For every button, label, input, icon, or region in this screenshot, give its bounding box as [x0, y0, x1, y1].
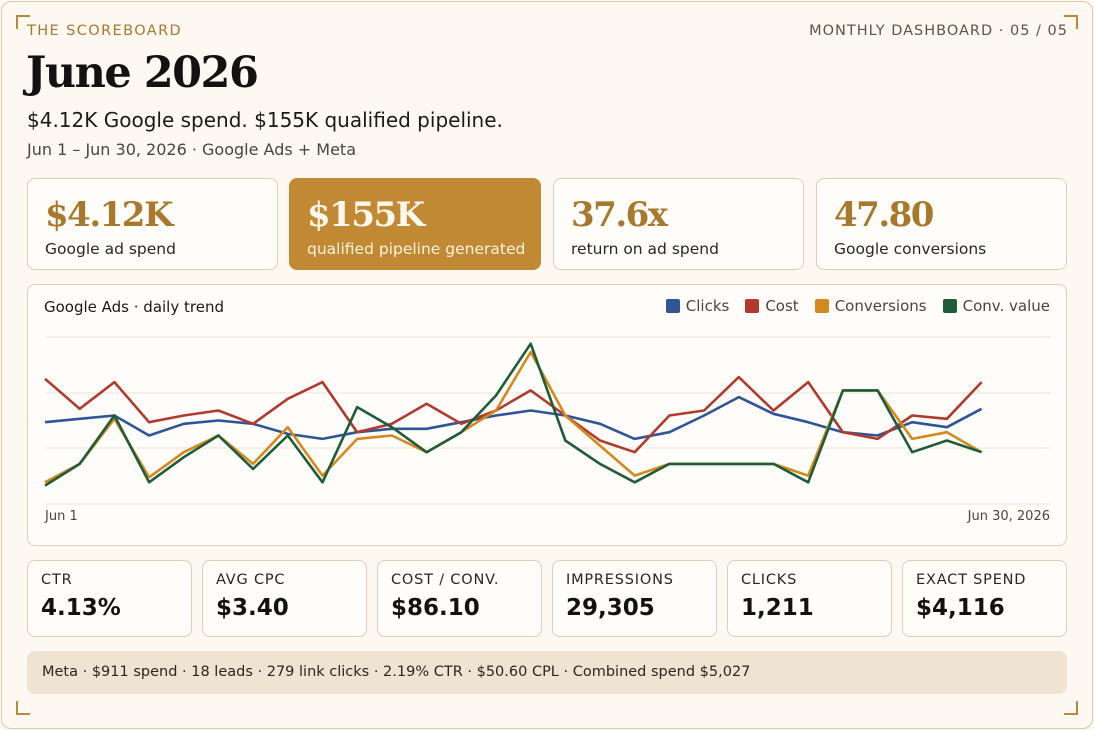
series-line-conv-value [44, 342, 983, 487]
kpi-label: Google conversions [834, 240, 987, 258]
chart-plot-area [44, 336, 1051, 505]
stat-card-impressions: IMPRESSIONS 29,305 [552, 560, 717, 637]
kpi-value: $4.12K [45, 195, 174, 235]
meta-summary-text: Meta · $911 spend · 18 leads · 279 link … [42, 664, 751, 680]
legend-label: Conv. value [962, 297, 1050, 315]
dashboard-page-label: MONTHLY DASHBOARD · 05 / 05 [809, 23, 1068, 39]
legend-label: Conversions [834, 297, 927, 315]
stat-value: 4.13% [41, 595, 121, 621]
stat-label: COST / CONV. [391, 572, 500, 588]
stat-label: EXACT SPEND [916, 572, 1027, 588]
kpi-value: $155K [307, 195, 425, 235]
kpi-label: Google ad spend [45, 240, 176, 258]
stat-value: $86.10 [391, 595, 480, 621]
page-title: June 2026 [26, 48, 259, 98]
chart-title: Google Ads · daily trend [44, 298, 224, 316]
date-range: Jun 1 – Jun 30, 2026 · Google Ads + Meta [27, 140, 356, 159]
kpi-card-roas: 37.6x return on ad spend [553, 178, 804, 270]
page-subtitle: $4.12K Google spend. $155K qualified pip… [27, 108, 503, 132]
x-axis-start-label: Jun 1 [45, 509, 78, 524]
stat-value: 29,305 [566, 595, 655, 621]
corner-bracket-top-right [1064, 15, 1078, 29]
stat-card-clicks: CLICKS 1,211 [727, 560, 892, 637]
stat-card-exact-spend: EXACT SPEND $4,116 [902, 560, 1067, 637]
legend-swatch [665, 299, 680, 313]
stat-label: CLICKS [741, 572, 798, 588]
eyebrow-label: THE SCOREBOARD [27, 23, 183, 39]
legend-label: Clicks [685, 297, 730, 315]
x-axis-end-label: Jun 30, 2026 [967, 509, 1050, 524]
meta-summary-bar: Meta · $911 spend · 18 leads · 279 link … [27, 651, 1067, 694]
stat-value: $3.40 [216, 595, 289, 621]
kpi-card-google-spend: $4.12K Google ad spend [27, 178, 278, 270]
kpi-label: return on ad spend [571, 240, 719, 258]
chart-legend: Clicks Cost Conversions Conv. value [665, 297, 1050, 315]
stat-card-avg-cpc: AVG CPC $3.40 [202, 560, 367, 637]
stat-label: CTR [41, 572, 73, 588]
stat-value: $4,116 [916, 595, 1005, 621]
legend-item-conv-value: Conv. value [942, 297, 1050, 315]
legend-item-cost: Cost [745, 297, 799, 315]
stat-label: AVG CPC [216, 572, 286, 588]
stat-value: 1,211 [741, 595, 814, 621]
stat-card-cost-per-conversion: COST / CONV. $86.10 [377, 560, 542, 637]
corner-bracket-top-left [16, 15, 30, 29]
legend-swatch [942, 299, 957, 313]
daily-trend-chart: Google Ads · daily trend Clicks Cost Con… [27, 284, 1067, 546]
legend-item-conversions: Conversions [814, 297, 927, 315]
legend-swatch [745, 299, 760, 313]
legend-swatch [814, 299, 829, 313]
kpi-value: 47.80 [834, 195, 934, 235]
corner-bracket-bottom-right [1064, 701, 1078, 715]
kpi-label: qualified pipeline generated [307, 240, 526, 258]
series-line-cost [44, 375, 983, 454]
kpi-value: 37.6x [571, 195, 668, 235]
legend-item-clicks: Clicks [665, 297, 730, 315]
stat-label: IMPRESSIONS [566, 572, 674, 588]
stat-card-ctr: CTR 4.13% [27, 560, 192, 637]
kpi-card-pipeline: $155K qualified pipeline generated [289, 178, 541, 270]
series-line-clicks [44, 395, 983, 441]
corner-bracket-bottom-left [16, 701, 30, 715]
legend-label: Cost [765, 297, 799, 315]
kpi-card-conversions: 47.80 Google conversions [816, 178, 1067, 270]
